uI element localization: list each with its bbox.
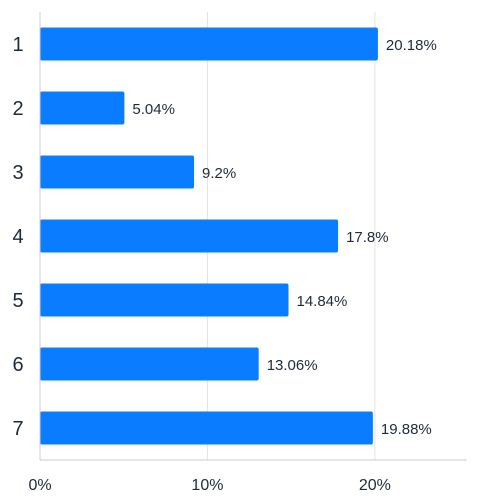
data-label: 13.06% (267, 357, 318, 374)
y-tick-label: 2 (12, 98, 23, 120)
axis-layer: 0% 10% 20% (28, 12, 467, 494)
y-tick-label: 6 (12, 354, 23, 376)
bar (40, 91, 125, 125)
data-label: 17.8% (346, 229, 389, 246)
bar (40, 283, 289, 317)
y-tick-label: 4 (12, 226, 23, 248)
bar (40, 155, 195, 189)
y-tick-label: 7 (12, 418, 23, 440)
data-label: 20.18% (386, 37, 437, 54)
label-layer: 1 20.18% 2 5.04% 3 9.2% 4 17.8% 5 14.84% 6 13.06% 7 1… (12, 34, 436, 440)
y-tick-label: 5 (12, 290, 23, 312)
bar (40, 219, 339, 253)
data-label: 14.84% (296, 293, 347, 310)
bar-layer (40, 27, 378, 445)
bar (40, 347, 259, 381)
x-tick-label: 10% (191, 477, 223, 494)
data-label: 19.88% (381, 421, 432, 438)
y-tick-label: 3 (12, 162, 23, 184)
data-label: 9.2% (202, 165, 236, 182)
x-tick-label: 20% (359, 477, 391, 494)
x-tick-label: 0% (28, 477, 51, 494)
y-tick-label: 1 (12, 34, 23, 56)
data-label: 5.04% (132, 101, 175, 118)
bar (40, 411, 373, 445)
bar (40, 27, 378, 61)
